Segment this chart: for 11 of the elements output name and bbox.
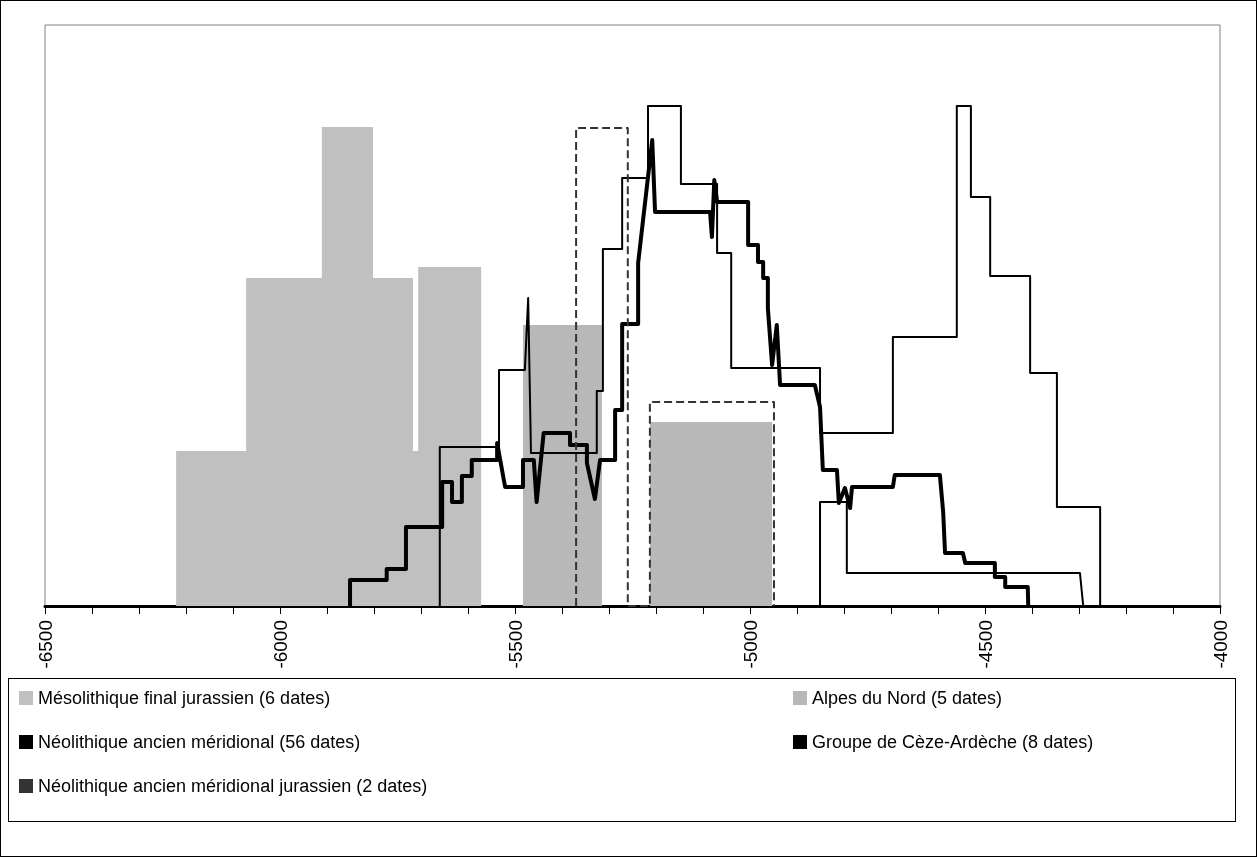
legend-label: Groupe de Cèze-Ardèche (8 dates) bbox=[812, 732, 1094, 752]
x-tick-label: -5000 bbox=[739, 620, 761, 669]
x-tick-label: -5500 bbox=[504, 620, 526, 669]
x-tick-label: -6500 bbox=[34, 620, 56, 669]
x-tick-label: -4000 bbox=[1209, 620, 1231, 669]
legend-label: Néolithique ancien méridional jurassien (2 dates) bbox=[38, 776, 428, 796]
legend-label: Mésolithique final jurassien (6 dates) bbox=[38, 688, 331, 708]
legend-label: Néolithique ancien méridional (56 dates) bbox=[38, 732, 361, 752]
x-tick-label: -6000 bbox=[269, 620, 291, 669]
x-tick-label: -4500 bbox=[974, 620, 996, 669]
legend-label: Alpes du Nord (5 dates) bbox=[812, 688, 1003, 708]
